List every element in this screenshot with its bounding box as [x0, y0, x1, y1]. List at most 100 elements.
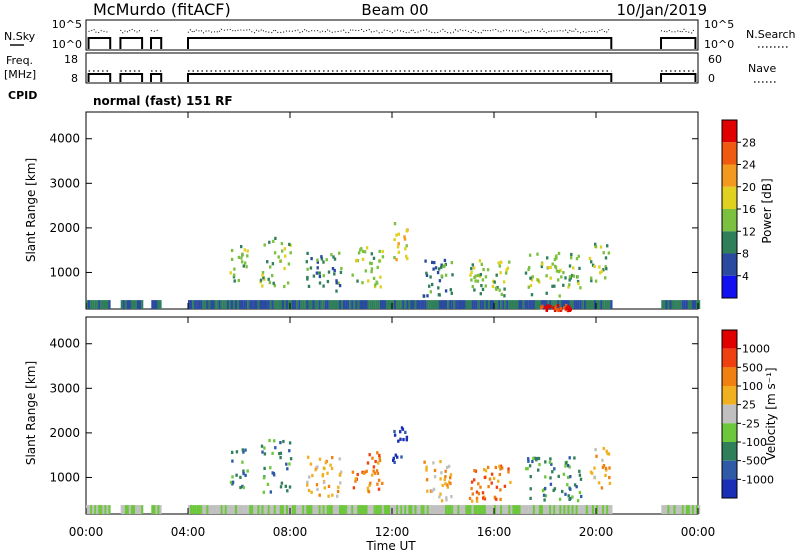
power-echo-cell: [596, 300, 599, 309]
velocity-echo-cell: [347, 505, 350, 514]
velocity-echo-cell: [573, 505, 576, 514]
power-echo-cell: [440, 274, 443, 278]
velocity-echo-cell: [577, 505, 580, 514]
velocity-echo-cell: [324, 461, 327, 465]
power-echo-cell: [450, 261, 453, 265]
power-echo-cell: [228, 300, 231, 309]
power-colorbar-tick-label: 24: [742, 159, 756, 172]
velocity-echo-cell: [681, 505, 684, 514]
velocity-echo-cell: [432, 461, 435, 465]
velocity-echo-cell: [96, 505, 99, 514]
noise-search-trace: [150, 29, 159, 32]
power-echo-cell: [341, 300, 344, 309]
power-echo-cell: [284, 254, 287, 258]
power-echo-cell: [547, 266, 550, 270]
velocity-colorbar-tick-label: 25: [742, 399, 756, 412]
velocity-echo-cell: [353, 505, 356, 514]
power-echo-cell: [564, 276, 567, 280]
power-echo-cell: [425, 273, 429, 277]
noise-left-tick-top: 10^5: [52, 18, 82, 31]
velocity-echo-cell: [526, 467, 529, 471]
velocity-echo-cell: [278, 452, 281, 456]
power-echo-cell: [343, 300, 346, 309]
power-echo-cell: [557, 270, 561, 274]
velocity-echo-cell: [271, 505, 274, 514]
velocity-echo-cell: [216, 505, 219, 514]
velocity-echo-cell: [698, 505, 701, 514]
power-echo-cell: [594, 300, 597, 309]
velocity-echo-cell: [339, 505, 342, 514]
power-echo-cell: [594, 245, 598, 249]
power-echo-cell: [555, 300, 558, 309]
power-echo-cell: [372, 256, 376, 260]
velocity-echo-cell: [434, 505, 437, 514]
power-echo-cell: [137, 300, 140, 309]
velocity-echo-cell: [310, 505, 313, 514]
velocity-echo-cell: [377, 461, 380, 465]
power-echo-cell: [478, 259, 482, 263]
velocity-echo-cell: [578, 473, 582, 477]
power-echo-cell: [378, 249, 381, 253]
power-echo-cell: [562, 271, 565, 275]
velocity-echo-cell: [533, 456, 536, 460]
velocity-echo-cell: [373, 471, 377, 475]
velocity-echo-cell: [675, 505, 678, 514]
power-echo-cell: [500, 260, 503, 264]
velocity-echo-cell: [432, 505, 435, 514]
velocity-echo-cell: [377, 505, 380, 514]
velocity-echo-cell: [667, 505, 670, 514]
velocity-colorbar-tick-label: 1000: [742, 343, 770, 356]
velocity-echo-cell: [555, 505, 558, 514]
velocity-echo-cell: [463, 505, 466, 514]
velocity-echo-cell: [244, 473, 247, 477]
power-echo-cell: [124, 300, 127, 309]
power-colorbar-swatch: [722, 142, 737, 165]
power-echo-cell: [304, 300, 307, 309]
velocity-echo-cell: [279, 441, 282, 445]
power-echo-cell: [467, 300, 470, 309]
power-echo-cell: [277, 255, 280, 259]
power-echo-cell: [338, 251, 341, 255]
power-echo-cell: [436, 300, 440, 309]
power-echo-cell: [541, 262, 544, 266]
power-echo-cell: [340, 266, 343, 271]
velocity-echo-cell: [90, 505, 93, 514]
power-echo-cell: [426, 300, 429, 309]
power-echo-cell: [414, 300, 417, 309]
velocity-echo-cell: [224, 505, 227, 514]
power-echo-cell: [572, 274, 575, 278]
noise-traces: [87, 28, 697, 49]
velocity-echo-cell: [595, 454, 598, 458]
power-echo-cell: [315, 271, 319, 275]
power-echo-cell: [404, 300, 407, 309]
power-echo-cell: [498, 300, 501, 309]
velocity-echo-cell: [470, 480, 474, 484]
velocity-echo-cell: [231, 450, 234, 454]
power-echo-cell: [233, 273, 236, 277]
power-echo-cell: [469, 300, 472, 309]
velocity-echo-cell: [608, 476, 611, 480]
velocity-echo-cell: [553, 505, 556, 514]
power-echo-cell: [551, 300, 554, 309]
velocity-echo-cell: [441, 483, 444, 487]
velocity-echo-cell: [500, 505, 503, 514]
power-echo-cell: [370, 261, 373, 266]
power-echo-cell: [498, 264, 501, 268]
power-echo-cell: [599, 271, 602, 275]
power-echo-cell: [272, 281, 275, 285]
velocity-echo-cell: [315, 483, 319, 487]
velocity-echo-cell: [447, 464, 451, 468]
velocity-echo-cell: [367, 490, 371, 494]
power-echo-cell: [437, 267, 441, 271]
power-echo-cell: [334, 300, 338, 309]
power-colorbar-tick-label: 4: [742, 270, 749, 283]
velocity-echo-cell: [234, 505, 238, 514]
power-echo-cell: [559, 268, 562, 272]
velocity-echo-cell: [477, 482, 480, 486]
velocity-echo-cell: [430, 505, 433, 514]
velocity-echo-cell: [274, 446, 277, 450]
velocity-echo-cell: [689, 505, 692, 514]
velocity-echo-cell: [591, 505, 595, 514]
velocity-echo-cell: [235, 450, 239, 454]
power-echo-cell: [567, 285, 570, 289]
